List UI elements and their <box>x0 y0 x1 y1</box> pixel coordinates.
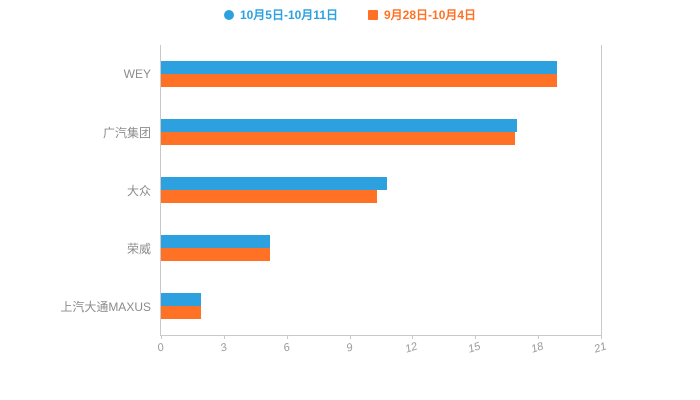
y-axis-label: 大众 <box>126 183 151 198</box>
tick-mark-icon <box>601 335 602 339</box>
bar[interactable] <box>161 306 201 319</box>
x-axis-tick-label: 3 <box>218 341 229 355</box>
x-axis-tick-label: 18 <box>529 340 546 356</box>
plot-area: WEY 广汽集团大众荣威上汽大通MAXUS 0 3 6 9 12 15 18 21 <box>60 45 608 356</box>
y-axis-label: 荣威 <box>126 241 151 256</box>
tick-mark-icon <box>161 335 162 339</box>
x-axis-tick-label: 15 <box>466 340 483 356</box>
tick-mark-icon <box>223 335 225 339</box>
bar-group <box>161 61 601 87</box>
tick-mark-icon <box>286 335 288 339</box>
tick-mark-icon <box>412 335 414 339</box>
bar[interactable] <box>161 61 557 74</box>
bar[interactable] <box>161 119 518 132</box>
legend-label-week2: 9月28日-10月4日 <box>384 8 477 22</box>
bar[interactable] <box>161 74 557 87</box>
tick-mark-icon <box>538 335 540 339</box>
bar[interactable] <box>161 132 516 145</box>
y-axis-label: 广汽集团 <box>102 125 151 140</box>
bar[interactable] <box>161 177 388 190</box>
category-band: WEY <box>124 45 601 103</box>
category-band: 荣威 <box>127 219 601 277</box>
legend-marker-orange-icon <box>368 9 378 20</box>
bar-group <box>161 235 601 261</box>
bar-group <box>161 293 601 319</box>
x-axis-tick-label: 0 <box>155 341 166 355</box>
bar[interactable] <box>161 190 377 203</box>
x-axis-tick-label: 6 <box>281 341 292 355</box>
legend-marker-blue-icon <box>223 9 234 20</box>
y-axis-label: WEY <box>123 67 151 81</box>
category-band: 上汽大通MAXUS <box>60 277 601 335</box>
tick-mark-icon <box>475 335 477 339</box>
x-axis-tick-label: 12 <box>404 340 420 356</box>
category-band: 大众 <box>127 161 601 219</box>
bar-group <box>161 177 601 203</box>
bar[interactable] <box>161 293 201 306</box>
tick-mark-icon <box>349 335 351 339</box>
legend-label-week1: 10月5日-10月11日 <box>239 8 338 22</box>
x-axis-tick-label: 21 <box>592 340 609 356</box>
legend-item-week1[interactable]: 10月5日-10月11日 <box>223 6 338 23</box>
legend-item-week2[interactable]: 9月28日-10月4日 <box>368 6 476 23</box>
legend: 10月5日-10月11日 9月28日-10月4日 <box>0 6 700 23</box>
category-band: 广汽集团 <box>103 103 601 161</box>
y-axis-label: 上汽大通MAXUS <box>60 299 151 314</box>
x-axis-tick-label: 9 <box>344 341 355 355</box>
bar[interactable] <box>161 248 270 261</box>
bar[interactable] <box>161 235 270 248</box>
bar-group <box>161 119 601 145</box>
